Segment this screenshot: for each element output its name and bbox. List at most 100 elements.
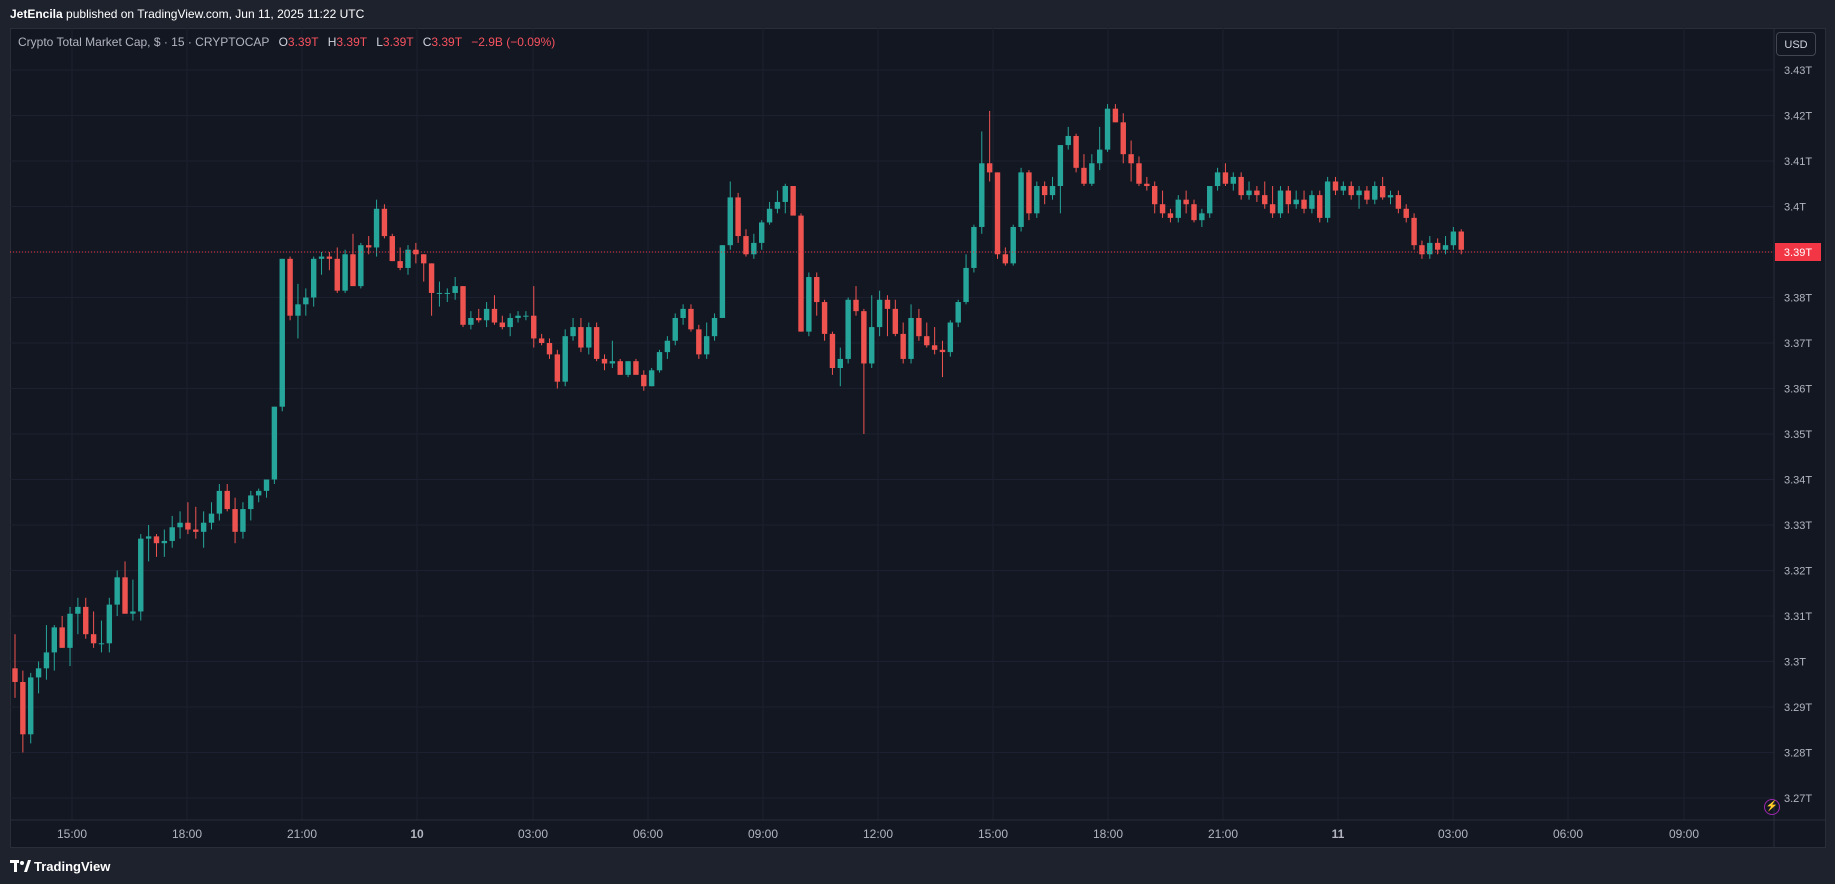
candle-body — [1254, 190, 1260, 196]
x-tick-label: 12:00 — [863, 827, 893, 841]
symbol-title[interactable]: Crypto Total Market Cap, $ · 15 · CRYPTO… — [18, 35, 270, 49]
candle-body — [224, 490, 230, 510]
candle-body — [436, 292, 443, 294]
author-name[interactable]: JetEncila — [10, 7, 63, 21]
y-tick-label: 3.36T — [1784, 384, 1812, 396]
candle-body — [1183, 199, 1189, 205]
tradingview-logo-icon — [10, 860, 31, 872]
close-value: 3.39T — [431, 35, 462, 49]
candle-body — [106, 604, 113, 644]
candle-body — [1332, 181, 1339, 191]
candle-body — [1073, 135, 1079, 168]
candle-body — [193, 529, 199, 532]
candle-body — [161, 540, 168, 544]
candle-body — [617, 361, 623, 375]
x-tick-label: 03:00 — [1438, 827, 1468, 841]
grid — [10, 28, 1774, 820]
candle-body — [1065, 135, 1071, 146]
candle-body — [774, 201, 781, 209]
lightning-icon[interactable]: ⚡ — [1764, 799, 1780, 815]
candle-body — [421, 254, 427, 264]
x-tick-label: 18:00 — [1093, 827, 1123, 841]
candle-body — [1026, 172, 1032, 214]
candle-body — [208, 513, 215, 523]
candle-body — [75, 606, 81, 614]
candle-body — [1442, 245, 1449, 250]
candle-body — [853, 299, 859, 312]
candle-body — [1356, 190, 1362, 196]
candle-body — [59, 627, 65, 648]
y-tick-label: 3.42T — [1784, 111, 1812, 123]
candle-body — [963, 267, 969, 303]
candle-body — [931, 345, 938, 350]
candle-body — [169, 527, 175, 541]
axes: 3.43T 3.42T 3.41T 3.4T 3.39T 3.38T 3.37T 3.36T 3… — [10, 28, 1826, 848]
candle-body — [1458, 231, 1464, 250]
candle-body — [326, 256, 333, 259]
footer — [0, 848, 1835, 884]
change-value: −2.9B (−0.09%) — [471, 35, 556, 49]
publish-info: JetEncila published on TradingView.com, … — [10, 7, 364, 21]
y-tick-label: 3.33T — [1784, 520, 1812, 532]
y-tick-label: 3.35T — [1784, 429, 1812, 441]
candle-body — [43, 652, 50, 669]
candle-body — [90, 634, 97, 644]
candle-body — [1207, 186, 1213, 214]
candle-body — [924, 336, 930, 346]
x-tick-label: 21:00 — [1208, 827, 1238, 841]
candle-body — [366, 245, 372, 248]
candle-body — [1403, 208, 1409, 218]
candle-body — [609, 361, 616, 364]
candle-body — [861, 311, 867, 364]
candle-body — [1372, 186, 1378, 200]
candle-body — [381, 208, 388, 237]
currency-button[interactable]: USD — [1776, 32, 1816, 56]
candle-body — [869, 327, 875, 364]
candle-body — [672, 317, 678, 341]
candle-body — [452, 286, 458, 293]
candle-body — [900, 333, 906, 359]
candle-body — [947, 322, 954, 353]
y-tick-label: 3.43T — [1784, 65, 1812, 77]
candle-body — [759, 222, 765, 243]
candle-body — [138, 538, 144, 612]
candle-body — [12, 668, 18, 682]
candle-body — [1081, 167, 1087, 184]
y-tick-label: 3.34T — [1784, 475, 1812, 487]
candle-body — [829, 333, 836, 369]
price-chart[interactable]: 3.43T 3.42T 3.41T 3.4T 3.39T 3.38T 3.37T 3.36T 3… — [0, 0, 1835, 848]
candle-body — [994, 172, 1001, 255]
high-label: H — [327, 35, 337, 49]
candle-body — [656, 352, 663, 371]
candle-body — [295, 304, 301, 316]
candle-body — [1018, 172, 1024, 227]
candle-body — [1144, 183, 1150, 187]
y-tick-label: 3.32T — [1784, 566, 1812, 578]
candle-body — [373, 208, 380, 248]
candle-body — [1175, 199, 1181, 218]
low-label: L — [376, 35, 383, 49]
candle-body — [350, 254, 356, 287]
candle-body — [979, 163, 985, 227]
candle-body — [1057, 145, 1064, 187]
candle-body — [483, 308, 490, 321]
candle-body — [554, 354, 561, 382]
y-tick-label: 3.4T — [1784, 202, 1806, 214]
candle-body — [751, 242, 757, 255]
candle-body — [806, 277, 812, 332]
chart-legend: Crypto Total Market Cap, $ · 15 · CRYPTO… — [18, 35, 555, 49]
tradingview-brand[interactable]: TradingView — [10, 857, 110, 875]
candle-body — [1411, 217, 1417, 246]
y-tick-label: 3.3T — [1784, 657, 1806, 669]
candle-body — [1309, 195, 1315, 209]
candle-body — [83, 606, 89, 635]
candle-body — [876, 299, 883, 328]
candle-body — [845, 299, 851, 359]
candle-body — [1364, 190, 1370, 200]
y-tick-label: 3.28T — [1784, 748, 1812, 760]
candle-body — [1120, 122, 1126, 155]
candle-body — [1450, 231, 1457, 246]
y-tick-label: 3.29T — [1784, 702, 1812, 714]
candle-body — [814, 277, 820, 303]
candle-body — [593, 327, 600, 359]
